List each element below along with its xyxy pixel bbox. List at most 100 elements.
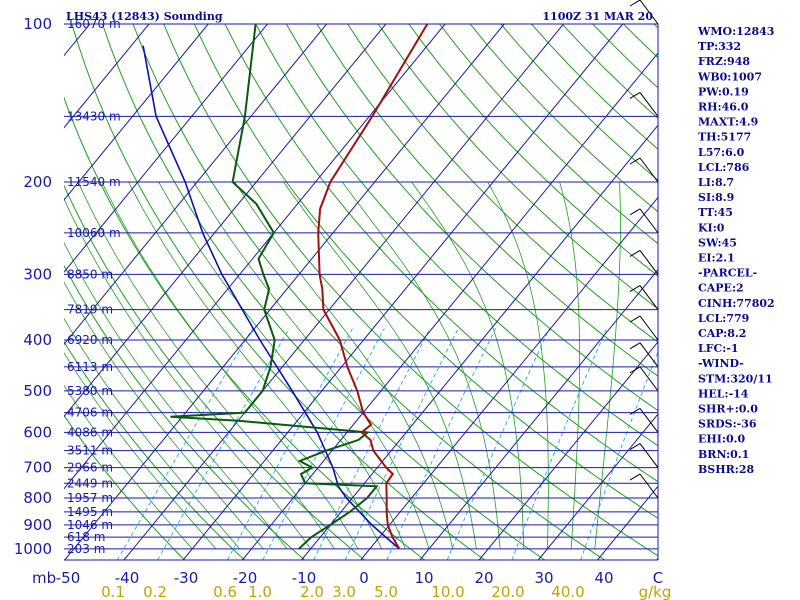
index-value: PW:0.19 bbox=[698, 85, 749, 98]
dry-adiabat-line bbox=[347, 24, 658, 343]
height-label: 4086 m bbox=[67, 425, 113, 439]
index-value: STM:320/11 bbox=[698, 372, 773, 385]
wind-barb-staff bbox=[639, 208, 659, 234]
wind-barb bbox=[629, 342, 659, 368]
isotherm-line bbox=[360, 196, 658, 560]
height-label: 11540 m bbox=[67, 175, 121, 189]
mixing-ratio-tick-label: 5.0 bbox=[374, 583, 398, 600]
pressure-tick-label: 200 bbox=[23, 173, 52, 191]
wind-barb-staff bbox=[639, 366, 659, 392]
parcel-trace bbox=[142, 45, 400, 550]
temperature-tick-label: -50 bbox=[56, 569, 81, 587]
temperature-tick-label: 30 bbox=[534, 569, 553, 587]
wind-barb bbox=[629, 0, 659, 25]
wind-barb-flag bbox=[629, 408, 641, 415]
wind-barb-flag bbox=[629, 366, 641, 374]
wind-barb-flag bbox=[629, 315, 641, 323]
mixing-ratio-tick-label: 2.0 bbox=[300, 583, 324, 600]
isotherm-line bbox=[64, 24, 328, 346]
dry-adiabat-line bbox=[64, 184, 365, 560]
index-value: CINH:77802 bbox=[698, 297, 775, 310]
mixing-ratio-tick-label: 20.0 bbox=[491, 583, 524, 600]
index-value: L57:6.0 bbox=[698, 146, 745, 159]
wind-barb-staff bbox=[639, 250, 659, 275]
wind-barb-flag bbox=[629, 157, 641, 165]
wind-barb-staff bbox=[639, 92, 659, 117]
mixing-ratio-line bbox=[580, 350, 658, 560]
wind-barb-staff bbox=[639, 315, 659, 341]
isotherm-line bbox=[64, 24, 209, 201]
pressure-tick-label: 500 bbox=[23, 382, 52, 400]
mixing-ratio-line bbox=[386, 328, 497, 560]
wind-barb bbox=[629, 473, 659, 499]
index-value: TT:45 bbox=[698, 206, 733, 219]
isotherm-line bbox=[182, 24, 624, 560]
wind-barb-staff bbox=[639, 342, 659, 368]
isobars bbox=[64, 23, 658, 561]
wind-barb-staff bbox=[639, 285, 659, 310]
dry-adiabat-line bbox=[439, 24, 658, 245]
mixing-ratio-tick-label: 0.6 bbox=[213, 583, 237, 600]
wind-barb bbox=[629, 443, 659, 468]
index-value: SW:45 bbox=[698, 236, 737, 249]
sounding-time: 1100Z 31 MAR 20 bbox=[542, 10, 653, 23]
mixing-ratio-line bbox=[227, 328, 353, 560]
isotherm-line bbox=[301, 124, 658, 560]
wind-barb bbox=[629, 315, 659, 341]
temperature-tick-label: -20 bbox=[233, 569, 258, 587]
index-value: -WIND- bbox=[698, 357, 744, 370]
mixing-ratio-line bbox=[511, 328, 608, 560]
pressure-tick-label: 1000 bbox=[14, 540, 52, 558]
wind-barb-flag bbox=[629, 443, 641, 451]
height-label: 1046 m bbox=[67, 518, 113, 532]
height-label: 13430 m bbox=[67, 109, 121, 123]
index-value: EHI:0.0 bbox=[698, 433, 745, 446]
wind-barb-flag bbox=[629, 250, 641, 257]
dry-adiabat-line bbox=[408, 24, 658, 277]
mixing-ratio-tick-label: 0.1 bbox=[101, 583, 125, 600]
index-value: LI:8.7 bbox=[698, 176, 734, 189]
index-value: LCL:779 bbox=[698, 312, 749, 325]
mixing-ratio-line bbox=[116, 328, 254, 560]
sounding-title: LHS43 (12843) Sounding bbox=[66, 10, 223, 23]
temperature-tick-label: -40 bbox=[115, 569, 140, 587]
dry-adiabat-line bbox=[64, 340, 245, 560]
index-value: HEL:-14 bbox=[698, 387, 749, 400]
wind-barb bbox=[629, 208, 659, 234]
index-value: TP:332 bbox=[698, 40, 741, 53]
temperature-tick-label: 10 bbox=[414, 569, 433, 587]
mixing-ratio-tick-label: 3.0 bbox=[332, 583, 356, 600]
profile-traces bbox=[142, 24, 429, 550]
mixing-ratio-tick-label: 1.0 bbox=[248, 583, 272, 600]
dry-adiabat-line bbox=[255, 24, 658, 447]
wind-barb-flag bbox=[629, 473, 641, 481]
index-value: SI:8.9 bbox=[698, 191, 734, 204]
isotherm-line bbox=[64, 24, 505, 560]
pressure-tick-label: 600 bbox=[23, 423, 52, 441]
mixing-ratio-tick-label: 40.0 bbox=[551, 583, 584, 600]
dry-adiabat-line bbox=[64, 414, 185, 560]
index-value: WMO:12843 bbox=[697, 25, 774, 38]
height-label: 1957 m bbox=[67, 491, 113, 505]
temperature-tick-label: -10 bbox=[292, 569, 317, 587]
isotherm-line bbox=[64, 24, 150, 129]
isotherm-line bbox=[64, 24, 387, 418]
isotherm-line bbox=[241, 52, 658, 560]
mixing-ratio-line bbox=[313, 328, 431, 560]
temperature-trace bbox=[317, 24, 429, 550]
height-label: 8850 m bbox=[67, 267, 113, 281]
mixing-ratio-lines bbox=[116, 328, 658, 560]
wind-barb-staff bbox=[639, 0, 659, 25]
temperature-tick-label: -30 bbox=[174, 569, 199, 587]
isotherm-line bbox=[478, 341, 658, 560]
index-value: TH:5177 bbox=[698, 131, 751, 144]
index-value: BRN:0.1 bbox=[698, 448, 749, 461]
dry-adiabat-line bbox=[64, 264, 305, 560]
height-label: 3511 m bbox=[67, 444, 113, 458]
isotherm-line bbox=[64, 24, 268, 273]
wind-barb-flag bbox=[629, 91, 641, 99]
index-value: LFC:-1 bbox=[698, 342, 739, 355]
wind-barb-flag bbox=[629, 285, 641, 292]
